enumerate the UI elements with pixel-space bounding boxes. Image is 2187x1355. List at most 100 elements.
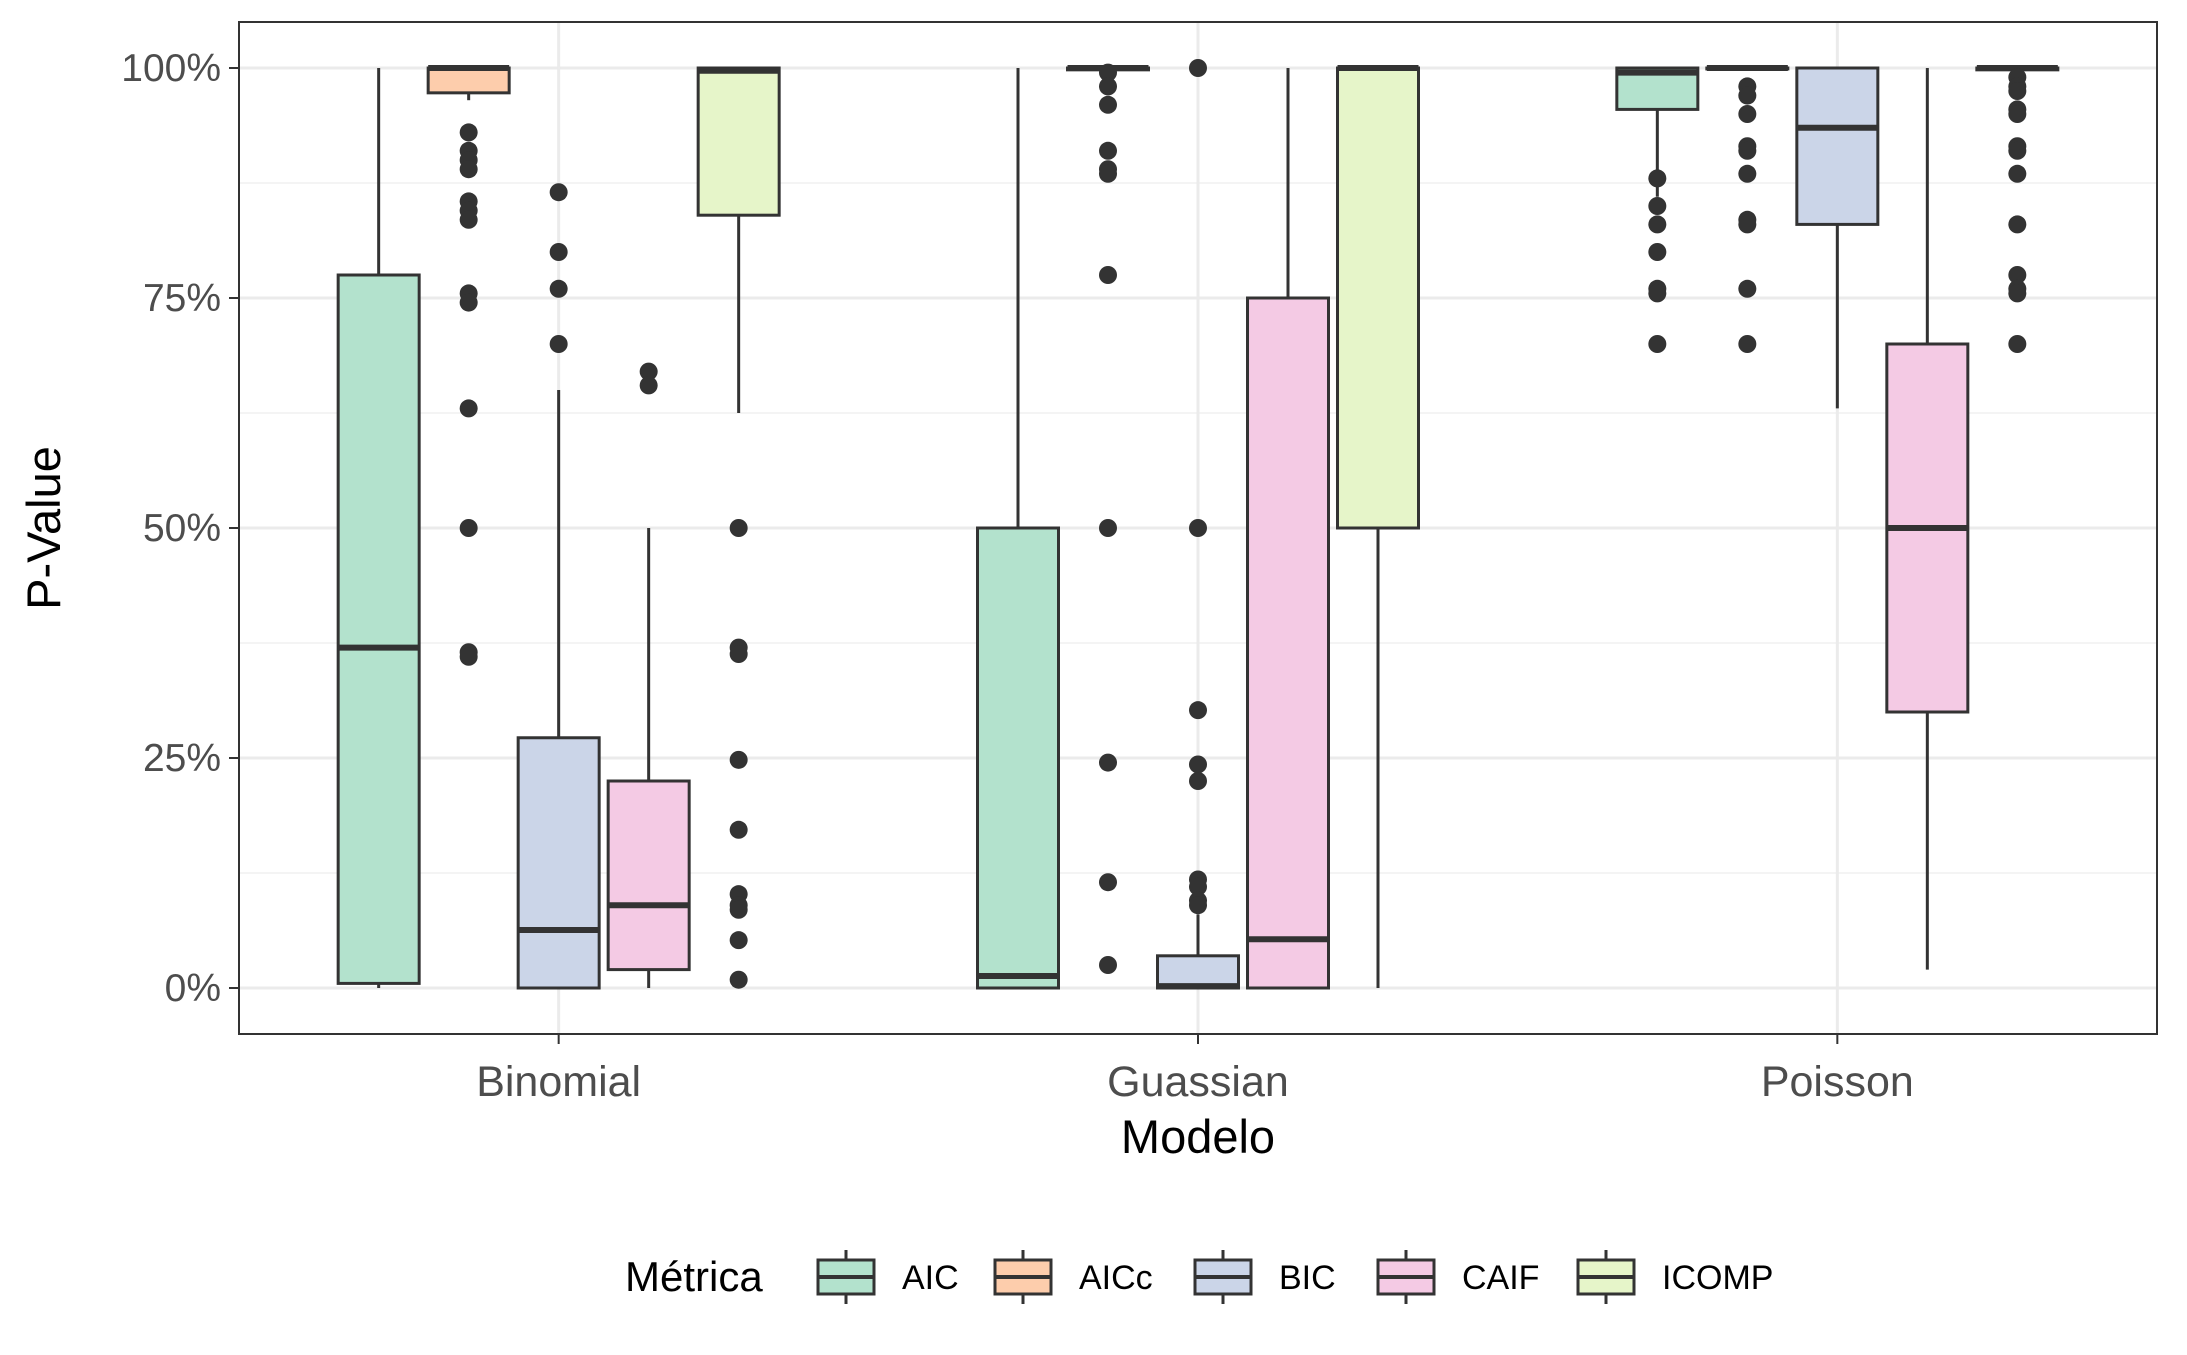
legend-item-AICc: AICc	[993, 1250, 1153, 1304]
outlier-point	[2008, 105, 2027, 123]
outlier-point	[729, 750, 748, 769]
y-tick-label: 75%	[143, 277, 221, 320]
outlier-point	[2008, 266, 2027, 284]
box-AICc-Guassian	[1066, 63, 1150, 974]
legend: Métrica AIC AICc BIC CAIF ICOMP	[625, 1250, 1773, 1304]
outlier-point	[729, 519, 748, 537]
outlier-point	[1648, 197, 1667, 215]
outlier-point	[1099, 266, 1117, 284]
outlier-point	[1099, 95, 1117, 114]
outlier-point	[459, 210, 478, 229]
box-ICOMP-Guassian	[1336, 65, 1420, 988]
x-tick-label: Guassian	[1107, 1058, 1289, 1106]
outlier-point	[459, 647, 478, 666]
outlier-point	[1738, 279, 1757, 298]
outlier-point	[1738, 164, 1757, 183]
legend-item-AIC: AIC	[816, 1250, 959, 1304]
outlier-point	[729, 820, 748, 839]
legend-label: BIC	[1279, 1259, 1336, 1297]
box-AIC-Guassian	[976, 68, 1060, 990]
outlier-point	[1099, 873, 1117, 892]
outlier-point	[1099, 63, 1117, 82]
legend-item-CAIF: CAIF	[1376, 1250, 1539, 1304]
outlier-point	[1738, 335, 1757, 353]
box-BIC-Poisson	[1795, 66, 1880, 409]
outlier-point	[459, 519, 478, 537]
outlier-point	[1648, 215, 1667, 234]
legend-item-ICOMP: ICOMP	[1576, 1250, 1773, 1304]
outlier-point	[549, 183, 568, 202]
x-tick-label: Poisson	[1761, 1058, 1914, 1106]
box-BIC-Guassian	[1156, 59, 1240, 990]
box-AIC-Binomial	[336, 68, 421, 988]
y-tick-label: 50%	[143, 507, 221, 550]
outlier-point	[729, 931, 748, 950]
outlier-point	[1738, 105, 1757, 123]
outlier-point	[1099, 77, 1117, 96]
outlier-point	[1189, 519, 1207, 537]
outlier-point	[2008, 335, 2027, 353]
outlier-point	[1099, 753, 1117, 772]
outlier-point	[639, 376, 658, 395]
legend-item-BIC: BIC	[1193, 1250, 1336, 1304]
outlier-point	[2008, 164, 2027, 183]
outlier-point	[1189, 755, 1207, 774]
y-tick-label: 25%	[143, 737, 221, 780]
box-iqr	[976, 526, 1060, 990]
box-layer	[336, 59, 2060, 990]
outlier-point	[1648, 284, 1667, 303]
outlier-point	[1648, 169, 1667, 188]
outlier-point	[639, 362, 658, 381]
outlier-point	[549, 335, 568, 353]
outlier-point	[459, 123, 478, 142]
outlier-point	[2008, 82, 2027, 100]
outlier-point	[729, 645, 748, 664]
x-tick-label: Binomial	[476, 1058, 641, 1106]
box-iqr	[1795, 66, 1880, 226]
outlier-point	[1648, 335, 1667, 353]
box-ICOMP-Binomial	[696, 66, 781, 989]
outlier-point	[1738, 215, 1757, 234]
box-iqr	[426, 66, 511, 95]
legend-label: ICOMP	[1662, 1259, 1773, 1297]
outlier-point	[459, 160, 478, 179]
legend-label: AICc	[1079, 1259, 1153, 1297]
outlier-point	[729, 970, 748, 989]
outlier-point	[1099, 141, 1117, 160]
box-AICc-Poisson	[1705, 65, 1790, 353]
outlier-point	[1648, 243, 1667, 261]
legend-title: Métrica	[625, 1253, 763, 1300]
box-CAIF-Poisson	[1885, 68, 1970, 970]
outlier-point	[1099, 164, 1117, 183]
box-iqr	[1246, 296, 1330, 990]
box-iqr	[1156, 954, 1240, 990]
outlier-point	[1738, 86, 1757, 105]
box-iqr	[696, 66, 781, 217]
box-ICOMP-Poisson	[1975, 65, 2060, 353]
outlier-point	[459, 399, 478, 418]
legend-label: AIC	[902, 1259, 959, 1297]
outlier-point	[1099, 519, 1117, 537]
outlier-point	[1189, 701, 1207, 720]
legend-label: CAIF	[1462, 1259, 1539, 1297]
y-tick-label: 0%	[165, 967, 221, 1010]
axis-layer: 0% 25% 50% 75% 100% Binomial Guassian Poisson	[121, 47, 1914, 1106]
x-axis-title: Modelo	[1121, 1110, 1275, 1163]
outlier-point	[1738, 141, 1757, 160]
y-tick-label: 100%	[121, 47, 221, 90]
box-AICc-Binomial	[426, 65, 511, 666]
outlier-point	[1099, 956, 1117, 974]
box-AIC-Poisson	[1615, 66, 1700, 353]
box-iqr	[336, 273, 421, 985]
outlier-point	[1189, 877, 1207, 896]
outlier-point	[459, 293, 478, 312]
outlier-point	[2008, 284, 2027, 303]
box-CAIF-Binomial	[606, 362, 691, 988]
outlier-point	[1189, 59, 1207, 77]
outlier-point	[1189, 896, 1207, 915]
box-iqr	[1336, 66, 1420, 530]
box-iqr	[606, 779, 691, 972]
outlier-point	[2008, 141, 2027, 160]
